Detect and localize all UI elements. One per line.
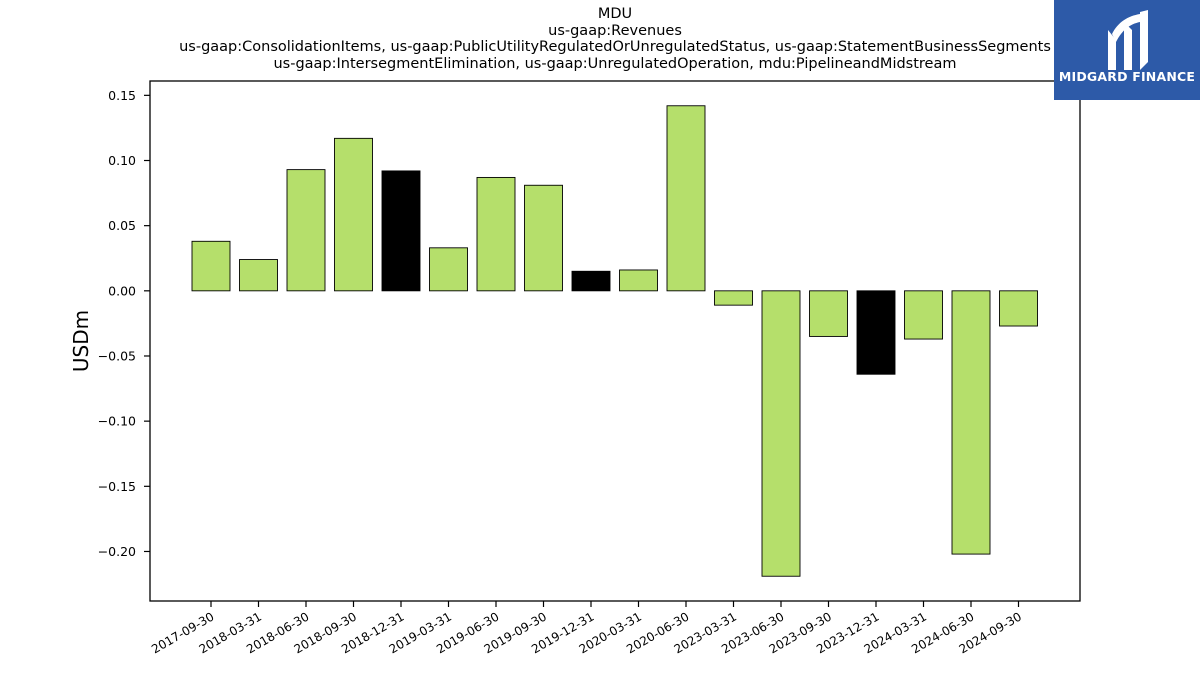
bar-2018-03-31 xyxy=(239,259,278,292)
y-tick-label: 0.10 xyxy=(108,153,136,168)
chart-title-block: MDU us-gaap:Revenues us-gaap:Consolidati… xyxy=(0,6,1200,72)
chart-title-line-2: us-gaap:Revenues xyxy=(548,22,682,39)
bar-2019-09-30 xyxy=(524,184,563,292)
bar-2024-06-30 xyxy=(951,290,991,555)
plot-frame xyxy=(149,80,1081,602)
y-tick-label: 0.15 xyxy=(108,88,136,103)
bar-2024-03-31 xyxy=(904,290,943,340)
bar-2023-09-30 xyxy=(809,290,848,337)
chart-title-line-3: us-gaap:ConsolidationItems, us-gaap:Publ… xyxy=(179,39,1051,55)
y-tick-label: −0.15 xyxy=(98,479,136,494)
y-tick-label: 0.00 xyxy=(108,283,136,298)
y-tick-label: −0.20 xyxy=(98,544,136,559)
bar-2018-12-31 xyxy=(381,170,421,292)
chart-title-line-4: us-gaap:IntersegmentElimination, us-gaap… xyxy=(273,55,957,72)
bar-2017-09-30 xyxy=(191,240,231,292)
bar-2018-09-30 xyxy=(334,137,373,292)
y-axis-label: USDm xyxy=(69,310,93,372)
chart-title-line-1: MDU xyxy=(597,6,633,22)
bar-2023-06-30 xyxy=(761,290,801,577)
y-tick-label: −0.10 xyxy=(98,414,136,429)
bar-2019-03-31 xyxy=(429,247,468,292)
bar-2019-12-31 xyxy=(571,270,611,292)
bar-2024-09-30 xyxy=(999,290,1038,327)
bar-2020-03-31 xyxy=(619,269,658,292)
y-tick-label: 0.05 xyxy=(108,218,136,233)
logo-text: MIDGARD FINANCE xyxy=(1058,69,1196,84)
bar-2023-03-31 xyxy=(714,290,753,306)
bar-2020-06-30 xyxy=(666,105,706,292)
bar-2018-06-30 xyxy=(286,169,326,292)
bar-2023-12-31 xyxy=(856,290,896,375)
midgard-logo-icon xyxy=(1108,10,1148,70)
y-tick-label: −0.05 xyxy=(98,348,136,363)
midgard-finance-logo: MIDGARD FINANCE xyxy=(1054,0,1200,100)
bar-2019-06-30 xyxy=(476,176,516,292)
